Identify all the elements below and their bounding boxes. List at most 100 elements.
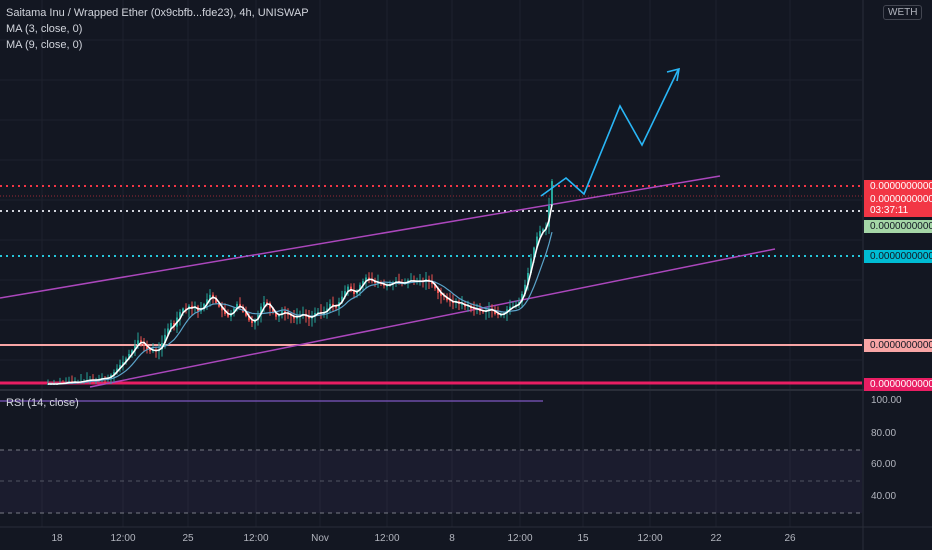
candle-body	[533, 247, 535, 259]
candle-body	[239, 303, 241, 307]
time-tick-label: Nov	[311, 533, 329, 544]
time-tick-label: 8	[449, 533, 455, 544]
candle-body	[134, 345, 136, 351]
channel-upper-line	[0, 175, 721, 299]
price-tag-red-top: 0.0000000000	[864, 180, 932, 193]
candle-body	[275, 313, 277, 317]
candle-body	[527, 272, 529, 285]
candle-body	[140, 340, 142, 343]
candle-body	[548, 205, 550, 227]
candle-body	[260, 306, 262, 315]
time-tick-label: 22	[710, 533, 722, 544]
candle-body	[248, 315, 250, 321]
candle-body	[500, 314, 502, 316]
symbol-legend[interactable]: Saitama Inu / Wrapped Ether (0x9cbfb...f…	[6, 7, 309, 19]
candle-body	[506, 309, 508, 314]
candle-body	[329, 303, 331, 309]
candle-body	[146, 344, 148, 350]
candle-body	[353, 291, 355, 294]
price-tag-pink: 0.0000000000	[864, 339, 932, 352]
candle-body	[347, 286, 349, 292]
time-tick-label: 26	[784, 533, 796, 544]
candle-body	[443, 295, 445, 297]
candle-body	[440, 293, 442, 296]
time-tick-label: 12:00	[374, 533, 400, 544]
candle-body	[179, 312, 181, 318]
candle-body	[386, 285, 388, 287]
candle-body	[149, 349, 151, 352]
candle-body	[359, 284, 361, 291]
candle-body	[242, 306, 244, 313]
projection-arrow[interactable]	[540, 67, 680, 197]
candle-body	[497, 313, 499, 315]
candle-body	[335, 305, 337, 308]
candle-body	[314, 313, 316, 316]
candle-body	[542, 229, 544, 232]
candle-body	[215, 297, 217, 304]
candle-body	[284, 311, 286, 314]
currency-button[interactable]: WETH	[883, 5, 923, 20]
rsi-zone	[0, 450, 862, 513]
rsi-axis-label: 60.00	[871, 459, 897, 470]
rsi-legend[interactable]: RSI (14, close)	[6, 397, 79, 409]
candle-body	[374, 281, 376, 283]
candle-body	[278, 314, 280, 317]
price-tag-blue: 0.0000000000	[864, 250, 932, 263]
candle-body	[434, 283, 436, 289]
candle-body	[137, 340, 139, 346]
candle-body	[407, 280, 409, 283]
rsi-band	[0, 449, 862, 514]
candle-body	[167, 328, 169, 335]
rsi-axis-label: 40.00	[871, 491, 897, 502]
candle-body	[227, 313, 229, 317]
candle-body	[263, 302, 265, 307]
channel-lower-line	[89, 248, 776, 388]
candle-body	[482, 311, 484, 313]
candle-body	[218, 303, 220, 307]
candle-body	[536, 236, 538, 248]
channel-lines[interactable]	[0, 175, 776, 388]
ma9-line	[48, 231, 553, 385]
rsi-axis-label: 80.00	[871, 428, 897, 439]
candle-body	[326, 308, 328, 313]
time-tick-label: 12:00	[637, 533, 663, 544]
candle-body	[113, 372, 115, 375]
candle-body	[494, 310, 496, 314]
candle-body	[530, 258, 532, 273]
candle-body	[317, 312, 319, 314]
price-tag-countdown: 03:37:11	[864, 204, 932, 217]
candle-body	[509, 306, 511, 310]
candle-body	[461, 303, 463, 305]
candle-body	[236, 303, 238, 309]
time-tick-label: 12:00	[110, 533, 136, 544]
candle-body	[128, 353, 130, 359]
candle-body	[170, 323, 172, 329]
price-tag-green: 0.0000000000	[864, 220, 932, 233]
candle-body	[245, 312, 247, 316]
candle-body	[539, 231, 541, 237]
time-tick-label: 15	[577, 533, 589, 544]
candle-body	[119, 364, 121, 369]
rsi-axis-label: 100.00	[871, 395, 902, 406]
projection-path	[540, 69, 679, 197]
candle-body	[209, 294, 211, 300]
candle-body	[368, 277, 370, 280]
candle-body	[449, 300, 451, 302]
moving-averages	[48, 204, 553, 385]
candle-body	[131, 350, 133, 354]
candle-body	[341, 296, 343, 303]
candle-body	[224, 310, 226, 314]
candle-body	[437, 288, 439, 293]
ma3-legend[interactable]: MA (3, close, 0)	[6, 23, 83, 35]
time-tick-label: 12:00	[243, 533, 269, 544]
candle-body	[521, 293, 523, 303]
candle-body	[551, 181, 553, 206]
ma3-line	[48, 204, 553, 385]
candle-body	[212, 294, 214, 298]
candle-body	[182, 308, 184, 313]
ma9-legend[interactable]: MA (9, close, 0)	[6, 39, 83, 51]
candle-body	[221, 306, 223, 311]
price-tag-red-last: 0.0000000000	[864, 193, 932, 206]
candle-body	[257, 314, 259, 320]
